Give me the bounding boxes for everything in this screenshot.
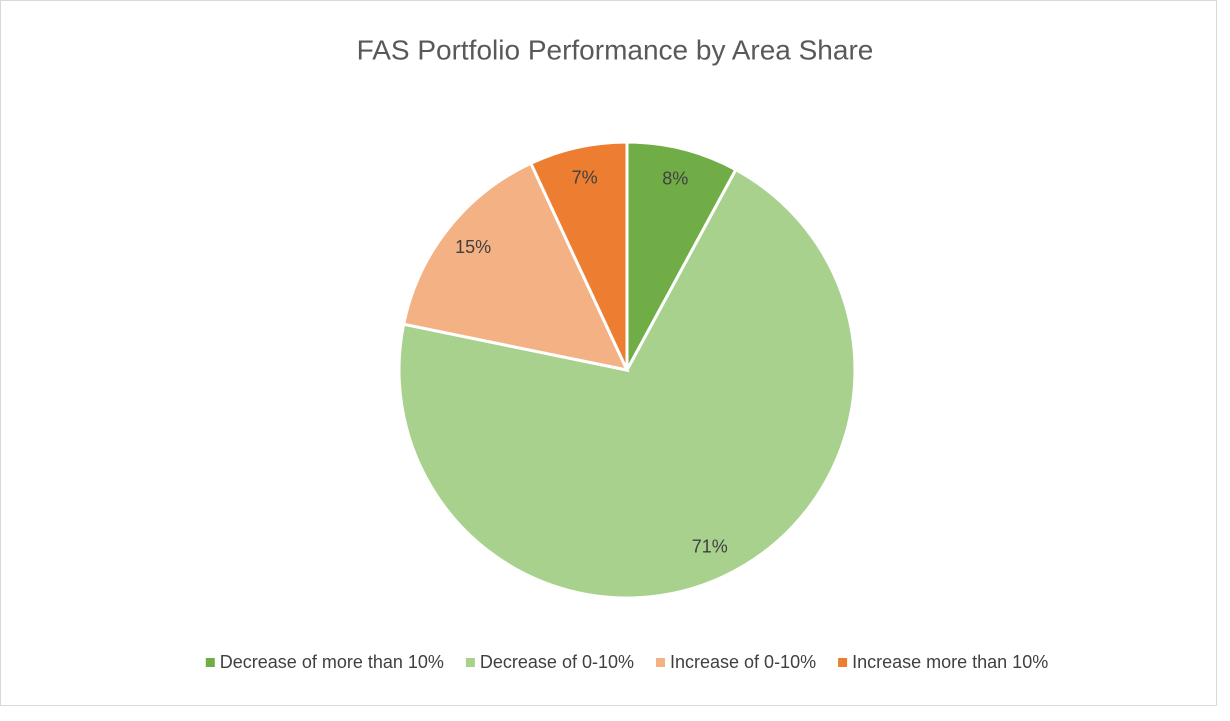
data-label: 15% [455,237,491,257]
legend-label: Increase of 0-10% [670,652,816,672]
data-label: 8% [662,169,688,189]
pie-slice [397,167,857,600]
data-label: 71% [692,537,728,557]
pie-slice [625,140,738,371]
chart-title: FAS Portfolio Performance by Area Share [357,34,874,65]
data-label: 7% [572,167,598,187]
legend-marker [205,658,215,667]
legend-label: Decrease of 0-10% [480,652,634,672]
legend-marker [838,658,848,667]
legend-marker [465,658,475,667]
legend-label: Increase more than 10% [852,652,1048,672]
legend-marker [656,658,665,667]
legend-label: Decrease of more than 10% [220,652,444,672]
pie-slice [401,161,630,373]
pie-slice [528,140,629,371]
